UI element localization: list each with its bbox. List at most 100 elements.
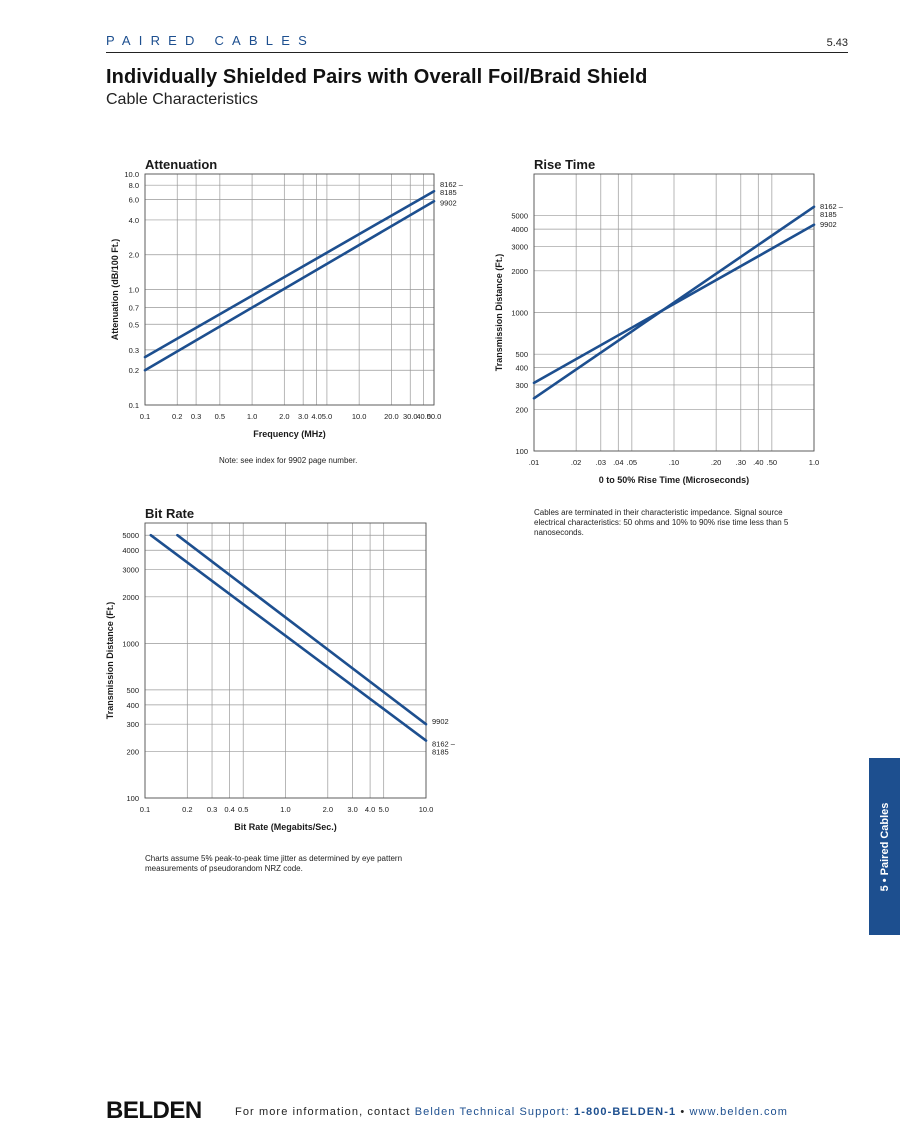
footer-phone[interactable]: 1-800-BELDEN-1 (574, 1106, 677, 1118)
rise-time-x-tick-label: .04 (613, 458, 623, 467)
rise-time-y-tick-label: 300 (515, 381, 528, 390)
bit-rate-series-line-1 (149, 533, 428, 742)
rise-time-y-tick-label: 400 (515, 364, 528, 373)
attenuation-y-tick-label: 1.0 (129, 286, 139, 295)
attenuation-x-tick-label: 40.0 (416, 412, 431, 421)
bit-rate-x-tick-label: 4.0 (365, 805, 375, 814)
attenuation-y-tick-label: 4.0 (129, 216, 139, 225)
rise-time-x-tick-label: .30 (736, 458, 746, 467)
rise-time-series-label: 9902 (820, 220, 837, 229)
attenuation-x-tick-label: 1.0 (247, 412, 257, 421)
attenuation-series-label: 8185 (440, 188, 457, 197)
bit-rate-x-tick-label: 0.2 (182, 805, 192, 814)
attenuation-y-tick-label: 0.1 (129, 401, 139, 410)
attenuation-y-tick-label: 6.0 (129, 196, 139, 205)
attenuation-x-tick-label: 30.0 (403, 412, 418, 421)
rise-time-x-tick-label: .05 (627, 458, 637, 467)
section-header: PAIRED CABLES (106, 33, 315, 48)
attenuation-x-tick-label: 4.0 (311, 412, 321, 421)
attenuation-x-tick-label: 2.0 (279, 412, 289, 421)
rise-time-note: Cables are terminated in their character… (534, 508, 789, 537)
bit-rate-series-label: 8162 – (432, 740, 456, 749)
attenuation-x-tick-label: 3.0 (298, 412, 308, 421)
attenuation-x-tick-label: 0.1 (140, 412, 150, 421)
rise-time-y-tick-label: 100 (515, 447, 528, 456)
rise-time-y-tick-label: 500 (515, 350, 528, 359)
bit-rate-y-axis-label: Transmission Distance (Ft.) (105, 602, 115, 720)
rise-time-x-tick-label: .50 (767, 458, 777, 467)
bit-rate-x-tick-label: 5.0 (378, 805, 388, 814)
rise-time-y-tick-label: 200 (515, 405, 528, 414)
attenuation-series-line-0 (143, 189, 436, 359)
footer-prefix: For more information, contact (235, 1106, 415, 1118)
rise-time-y-tick-label: 1000 (511, 309, 528, 318)
rise-time-x-tick-label: .10 (669, 458, 679, 467)
attenuation-plot-frame (144, 173, 435, 406)
bit-rate-x-tick-label: 1.0 (280, 805, 290, 814)
attenuation-y-tick-label: 0.5 (129, 320, 139, 329)
attenuation-series-label: 8162 – (440, 180, 464, 189)
bit-rate-x-tick-label: 0.4 (224, 805, 234, 814)
rise-time-plot-frame (533, 173, 815, 452)
bit-rate-y-tick-label: 400 (126, 701, 139, 710)
bit-rate-y-tick-label: 4000 (122, 546, 139, 555)
rise-time-x-tick-label: .03 (596, 458, 606, 467)
page-subtitle: Cable Characteristics (106, 91, 259, 108)
rise-time-x-tick-label: .02 (571, 458, 581, 467)
belden-logo: BELDEN (106, 1097, 202, 1124)
bit-rate-plot-frame (144, 522, 427, 799)
rise-time-x-tick-label: .20 (711, 458, 721, 467)
bit-rate-chart-title: Bit Rate (145, 506, 194, 521)
rise-time-y-tick-label: 2000 (511, 267, 528, 276)
attenuation-y-tick-label: 2.0 (129, 251, 139, 260)
rise-time-series-label: 8162 – (820, 202, 844, 211)
bit-rate-x-tick-label: 0.3 (207, 805, 217, 814)
bit-rate-y-tick-label: 5000 (122, 531, 139, 540)
bit-rate-y-tick-label: 2000 (122, 593, 139, 602)
bit-rate-y-tick-label: 500 (126, 686, 139, 695)
rise-time-y-tick-label: 3000 (511, 242, 528, 251)
footer-contact: For more information, contact Belden Tec… (235, 1106, 788, 1118)
attenuation-y-tick-label: 10.0 (124, 170, 139, 179)
section-tab[interactable]: 5 • Paired Cables (869, 758, 900, 935)
attenuation-note: Note: see index for 9902 page number. (219, 456, 358, 465)
attenuation-series-label: 9902 (440, 198, 457, 207)
rise-time-series-line-1 (532, 223, 816, 385)
attenuation-x-tick-label: 10.0 (352, 412, 367, 421)
page-number: 5.43 (826, 37, 848, 49)
attenuation-y-tick-label: 0.7 (129, 303, 139, 312)
bit-rate-series-label: 8185 (432, 748, 449, 757)
attenuation-series-line-1 (143, 200, 436, 372)
bit-rate-y-tick-label: 200 (126, 747, 139, 756)
bit-rate-series-label: 9902 (432, 717, 449, 726)
rise-time-x-tick-label: .40 (753, 458, 763, 467)
attenuation-x-axis-label: Frequency (MHz) (253, 429, 326, 439)
footer-separator: • (676, 1106, 690, 1118)
attenuation-x-tick-label: 5.0 (322, 412, 332, 421)
attenuation-y-axis-label: Attenuation (dB/100 Ft.) (110, 239, 120, 341)
attenuation-x-tick-label: 50.0 (427, 412, 442, 421)
bit-rate-y-tick-label: 100 (126, 794, 139, 803)
bit-rate-x-tick-label: 3.0 (347, 805, 357, 814)
attenuation-y-tick-label: 8.0 (129, 181, 139, 190)
rise-time-y-tick-label: 4000 (511, 225, 528, 234)
rise-time-y-axis-label: Transmission Distance (Ft.) (494, 254, 504, 372)
attenuation-x-tick-label: 0.5 (215, 412, 225, 421)
bit-rate-x-tick-label: 0.5 (238, 805, 248, 814)
bit-rate-series-line-0 (176, 533, 428, 726)
bit-rate-x-tick-label: 0.1 (140, 805, 150, 814)
footer-website-link[interactable]: www.belden.com (689, 1106, 789, 1118)
rise-time-x-axis-label: 0 to 50% Rise Time (Microseconds) (599, 475, 749, 485)
rise-time-x-tick-label: .01 (529, 458, 539, 467)
attenuation-x-tick-label: 20.0 (384, 412, 399, 421)
bit-rate-y-tick-label: 1000 (122, 639, 139, 648)
section-tab-label: 5 • Paired Cables (878, 802, 891, 891)
attenuation-chart-title: Attenuation (145, 157, 217, 172)
page-title: Individually Shielded Pairs with Overall… (106, 66, 648, 88)
rise-time-chart-title: Rise Time (534, 157, 595, 172)
bit-rate-x-tick-label: 2.0 (323, 805, 333, 814)
attenuation-x-tick-label: 0.2 (172, 412, 182, 421)
bit-rate-note: Charts assume 5% peak-to-peak time jitte… (145, 854, 403, 873)
bit-rate-y-tick-label: 3000 (122, 566, 139, 575)
attenuation-y-tick-label: 0.3 (129, 346, 139, 355)
